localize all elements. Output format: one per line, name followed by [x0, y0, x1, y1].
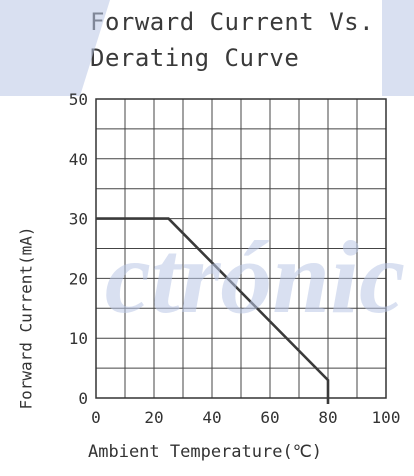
series-line-0	[96, 217, 330, 404]
x-tick-label-0: 0	[91, 408, 101, 427]
x-tick-label-60: 60	[260, 408, 279, 427]
y-tick-label-50: 50	[69, 90, 88, 109]
watermark-text: ctrónic	[105, 220, 405, 335]
x-tick-label-100: 100	[372, 408, 401, 427]
y-tick-label-30: 30	[69, 210, 88, 229]
y-tick-label-0: 0	[78, 389, 88, 408]
y-tick-label-10: 10	[69, 329, 88, 348]
x-tick-label-40: 40	[202, 408, 221, 427]
plot-frame	[95, 98, 387, 399]
watermark-shape-right	[382, 0, 414, 96]
y-axis-label: Forward Current(mA)	[16, 226, 36, 410]
y-tick-label-20: 20	[69, 269, 88, 288]
x-tick-label-80: 80	[318, 408, 337, 427]
y-tick-label-40: 40	[69, 150, 88, 169]
watermark-shape-left	[0, 0, 110, 96]
x-tick-label-20: 20	[144, 408, 163, 427]
chart-title-line-1: Forward Current Vs.	[90, 8, 375, 36]
x-axis-label: Ambient Temperature(℃)	[88, 442, 323, 462]
chart-title-line-2: Derating Curve	[90, 44, 300, 72]
